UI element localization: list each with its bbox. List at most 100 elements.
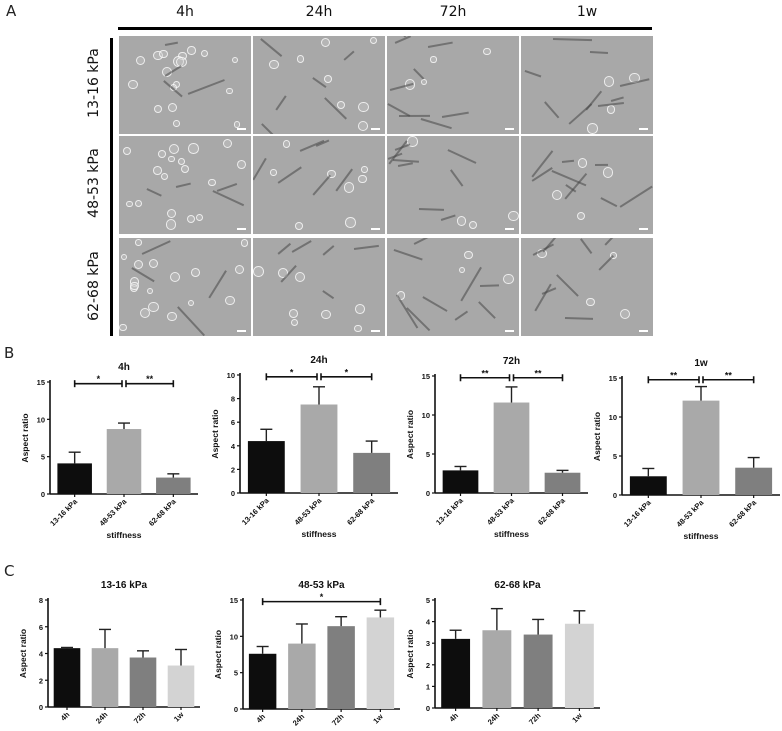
bar xyxy=(441,638,471,708)
scale-bar xyxy=(639,228,648,230)
y-tick-label: 15 xyxy=(609,374,617,383)
y-axis-label: Aspect ratio xyxy=(405,629,415,678)
x-tick-label: 72h xyxy=(527,711,543,727)
bar xyxy=(288,643,316,709)
chart-title: 4h xyxy=(118,362,130,373)
bar xyxy=(735,467,773,495)
bar xyxy=(366,617,395,709)
x-tick-label: 48-53 kPa xyxy=(485,495,516,526)
bar xyxy=(442,470,479,493)
row-label-48-53-kpa: 48-53 kPa xyxy=(86,148,102,218)
scale-bar xyxy=(371,228,380,230)
y-tick-label: 0 xyxy=(234,705,238,714)
y-tick-label: 5 xyxy=(426,596,430,605)
x-axis-label: stiffness xyxy=(494,529,529,539)
y-tick-label: 5 xyxy=(234,669,238,678)
y-tick-label: 2 xyxy=(39,676,43,685)
bar-chart-b-72h: 72h Aspect ratio 0 5 10 15 13-16 kPa 48-53 kPa 6… xyxy=(405,356,588,539)
significance-bracket: ** xyxy=(512,368,564,382)
chart-title: 72h xyxy=(503,356,520,367)
micrograph-48-53-kpa-1w xyxy=(521,136,653,234)
y-tick-label: 2 xyxy=(231,465,235,474)
bar xyxy=(248,653,277,709)
significance-bracket: * xyxy=(261,592,382,606)
scale-bar xyxy=(639,330,648,332)
x-tick-label: 62-68 kPa xyxy=(727,497,758,528)
y-tick-label: 4 xyxy=(39,650,44,659)
x-tick-label: 13-16 kPa xyxy=(48,496,79,527)
y-tick-label: 15 xyxy=(37,378,45,387)
svg-text:**: ** xyxy=(725,370,733,380)
scale-bar xyxy=(237,228,246,230)
row-label-13-16-kpa: 13-16 kPa xyxy=(86,48,102,118)
x-tick-label: 72h xyxy=(132,710,148,726)
scale-bar xyxy=(371,128,380,130)
chart-title: 24h xyxy=(310,355,327,366)
y-tick-label: 6 xyxy=(39,623,43,632)
column-label-24h: 24h xyxy=(305,4,333,20)
bar-chart-b-24h: 24h Aspect ratio 0 2 4 6 8 10 13-16 kPa 48-53 kPa… xyxy=(210,355,398,539)
svg-text:*: * xyxy=(97,374,101,384)
bar xyxy=(353,452,391,493)
row-header-rule xyxy=(110,38,113,336)
bar xyxy=(544,472,581,493)
chart-title: 62-68 kPa xyxy=(494,580,541,591)
svg-text:**: ** xyxy=(534,368,542,378)
row-label-62-68-kpa: 62-68 kPa xyxy=(86,251,102,321)
significance-bracket: * xyxy=(320,367,373,381)
scale-bar xyxy=(237,128,246,130)
bar xyxy=(91,648,119,707)
bar-chart-b-4h: 4h Aspect ratio 0 5 10 15 13-16 kPa 48-53 kPa 62… xyxy=(20,362,198,540)
svg-text:*: * xyxy=(320,592,324,602)
micrograph-62-68-kpa-4h xyxy=(119,238,251,336)
micrograph-62-68-kpa-24h xyxy=(253,238,385,336)
y-tick-label: 3 xyxy=(426,639,430,648)
bar xyxy=(57,463,92,494)
micrograph-13-16-kpa-24h xyxy=(253,36,385,134)
y-tick-label: 0 xyxy=(613,491,617,500)
y-tick-label: 4 xyxy=(231,442,236,451)
bar xyxy=(300,404,338,493)
y-axis-label: Aspect ratio xyxy=(405,410,415,459)
x-tick-label: 13-16 kPa xyxy=(434,495,465,526)
x-axis-label: stiffness xyxy=(684,531,719,541)
panel-letter-c: C xyxy=(4,562,15,580)
y-tick-label: 10 xyxy=(230,632,238,641)
svg-text:**: ** xyxy=(146,374,154,384)
micrograph-13-16-kpa-1w xyxy=(521,36,653,134)
chart-title: 48-53 kPa xyxy=(298,580,345,591)
significance-bracket: ** xyxy=(647,370,700,384)
svg-text:*: * xyxy=(345,367,349,377)
x-tick-label: 24h xyxy=(94,710,110,726)
x-axis-label: stiffness xyxy=(107,530,142,540)
x-axis-label: stiffness xyxy=(302,529,337,539)
chart-title: 13-16 kPa xyxy=(101,580,148,591)
bar xyxy=(493,402,530,493)
bar xyxy=(629,476,667,495)
x-tick-label: 48-53 kPa xyxy=(675,497,706,528)
y-tick-label: 8 xyxy=(39,596,43,605)
micrograph-62-68-kpa-72h xyxy=(387,238,519,336)
scale-bar xyxy=(505,330,514,332)
column-header-rule xyxy=(118,27,652,30)
micrograph-48-53-kpa-24h xyxy=(253,136,385,234)
y-tick-label: 4 xyxy=(426,618,431,627)
scale-bar xyxy=(505,128,514,130)
column-label-72h: 72h xyxy=(439,4,467,20)
bar xyxy=(247,441,285,493)
x-tick-label: 48-53 kPa xyxy=(293,495,324,526)
x-tick-label: 4h xyxy=(447,711,460,724)
bar xyxy=(129,657,157,707)
y-tick-label: 10 xyxy=(37,415,45,424)
y-tick-label: 0 xyxy=(426,704,430,713)
bar-chart-c-62-68: 62-68 kPa Aspect ratio 0 1 2 3 4 5 4h 24h 72h 1w xyxy=(405,580,600,727)
bar xyxy=(482,630,512,708)
y-tick-label: 8 xyxy=(231,395,235,404)
x-tick-label: 13-16 kPa xyxy=(240,495,271,526)
x-tick-label: 1w xyxy=(371,712,385,726)
column-label-4h: 4h xyxy=(176,4,194,20)
scale-bar xyxy=(505,228,514,230)
x-tick-label: 62-68 kPa xyxy=(536,495,567,526)
bar-chart-b-1w: 1w Aspect ratio 0 5 10 15 13-16 kPa 48-53 kPa 62… xyxy=(592,358,780,541)
scale-bar xyxy=(237,330,246,332)
